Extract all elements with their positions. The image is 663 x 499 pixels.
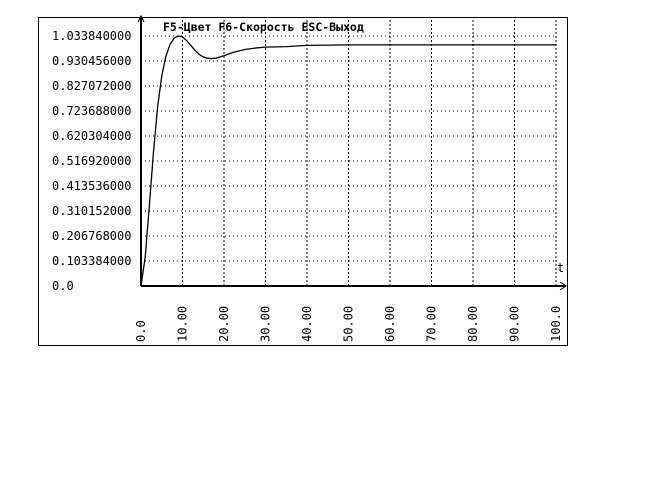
x-tick-label: 30.00: [259, 306, 273, 342]
x-tick-label: 50.00: [342, 306, 356, 342]
x-tick-label: 70.00: [425, 306, 439, 342]
y-tick-label: 0.103384000: [52, 254, 131, 268]
y-tick-label: 0.413536000: [52, 179, 131, 193]
x-tick-label: 40.00: [300, 306, 314, 342]
y-tick-label: 1.033840000: [52, 29, 131, 43]
series-line: [140, 35, 556, 287]
x-tick-label: 10.00: [176, 306, 190, 342]
x-tick-label: 100.0: [549, 306, 563, 342]
x-tick-label: 80.00: [466, 306, 480, 342]
chart-frame: [38, 17, 568, 346]
y-tick-label: 0.930456000: [52, 54, 131, 68]
y-tick-label: 0.516920000: [52, 154, 131, 168]
x-tick-label: 60.00: [383, 306, 397, 342]
y-tick-label: 0.310152000: [52, 204, 131, 218]
y-tick-label: 0.620304000: [52, 129, 131, 143]
x-tick-label: 0.0: [134, 320, 148, 342]
y-axis-arrow: [137, 14, 145, 23]
key-hints: F5-Цвет F6-Скорость ESC-Выход: [163, 20, 364, 34]
x-axis-arrow: [559, 281, 567, 291]
y-tick-label: 0.723688000: [52, 104, 131, 118]
x-tick-label: 90.00: [508, 306, 522, 342]
x-axis-label: t: [557, 261, 564, 275]
y-tick-label: 0.206768000: [52, 229, 131, 243]
y-tick-label: 0.827072000: [52, 79, 131, 93]
x-tick-label: 20.00: [217, 306, 231, 342]
y-tick-label: 0.0: [52, 279, 74, 293]
